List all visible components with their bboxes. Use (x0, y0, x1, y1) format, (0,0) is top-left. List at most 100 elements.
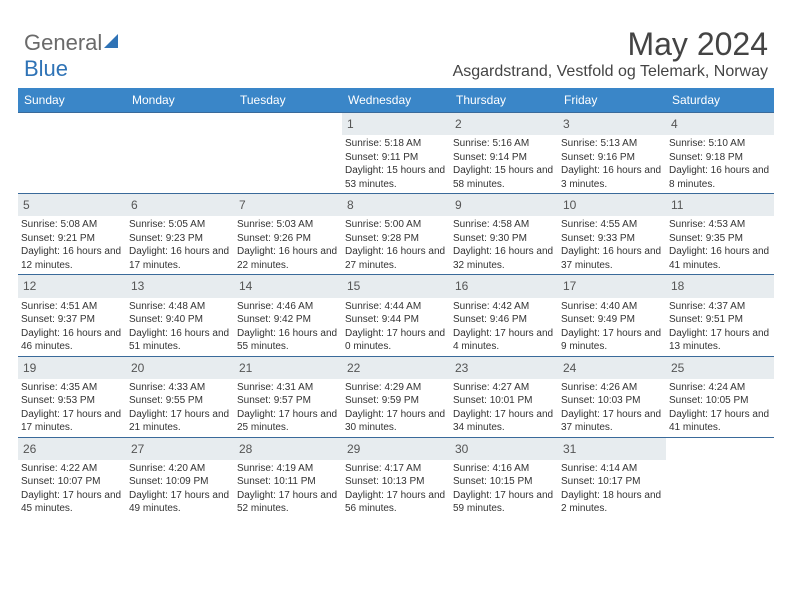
calendar-header-cell: Friday (558, 88, 666, 112)
day-details: Sunrise: 4:35 AMSunset: 9:53 PMDaylight:… (18, 381, 126, 437)
day-number: 16 (450, 275, 558, 297)
location-subtitle: Asgardstrand, Vestfold og Telemark, Norw… (453, 63, 768, 81)
day-details: Sunrise: 4:44 AMSunset: 9:44 PMDaylight:… (342, 300, 450, 356)
calendar-day-cell: 7Sunrise: 5:03 AMSunset: 9:26 PMDaylight… (234, 194, 342, 274)
calendar-day-cell: 28Sunrise: 4:19 AMSunset: 10:11 PMDaylig… (234, 438, 342, 518)
calendar-day-cell: 29Sunrise: 4:17 AMSunset: 10:13 PMDaylig… (342, 438, 450, 518)
logo-text-2: Blue (24, 56, 68, 81)
day-number: 28 (234, 438, 342, 460)
day-details: Sunrise: 5:00 AMSunset: 9:28 PMDaylight:… (342, 218, 450, 274)
calendar-header-row: SundayMondayTuesdayWednesdayThursdayFrid… (18, 88, 774, 112)
day-number: 23 (450, 357, 558, 379)
day-number: 25 (666, 357, 774, 379)
day-details: Sunrise: 4:22 AMSunset: 10:07 PMDaylight… (18, 462, 126, 518)
calendar-day-cell: 11Sunrise: 4:53 AMSunset: 9:35 PMDayligh… (666, 194, 774, 274)
day-details: Sunrise: 5:16 AMSunset: 9:14 PMDaylight:… (450, 137, 558, 193)
calendar-day-cell: 20Sunrise: 4:33 AMSunset: 9:55 PMDayligh… (126, 357, 234, 437)
calendar-day-cell: 6Sunrise: 5:05 AMSunset: 9:23 PMDaylight… (126, 194, 234, 274)
day-number: 19 (18, 357, 126, 379)
day-number: 30 (450, 438, 558, 460)
calendar-day-cell: 24Sunrise: 4:26 AMSunset: 10:03 PMDaylig… (558, 357, 666, 437)
day-details: Sunrise: 4:55 AMSunset: 9:33 PMDaylight:… (558, 218, 666, 274)
day-number: 7 (234, 194, 342, 216)
calendar-day-cell: . (18, 113, 126, 193)
logo-icon (104, 34, 118, 48)
calendar-week-row: 5Sunrise: 5:08 AMSunset: 9:21 PMDaylight… (18, 193, 774, 274)
calendar-week-row: 19Sunrise: 4:35 AMSunset: 9:53 PMDayligh… (18, 356, 774, 437)
day-number: 9 (450, 194, 558, 216)
calendar-day-cell: 21Sunrise: 4:31 AMSunset: 9:57 PMDayligh… (234, 357, 342, 437)
calendar-day-cell: 8Sunrise: 5:00 AMSunset: 9:28 PMDaylight… (342, 194, 450, 274)
calendar-day-cell: 26Sunrise: 4:22 AMSunset: 10:07 PMDaylig… (18, 438, 126, 518)
calendar-header-cell: Thursday (450, 88, 558, 112)
day-details: Sunrise: 4:51 AMSunset: 9:37 PMDaylight:… (18, 300, 126, 356)
calendar-day-cell: . (666, 438, 774, 518)
page-title: May 2024 (627, 26, 768, 63)
day-number: 24 (558, 357, 666, 379)
day-details: Sunrise: 4:40 AMSunset: 9:49 PMDaylight:… (558, 300, 666, 356)
day-details: Sunrise: 4:33 AMSunset: 9:55 PMDaylight:… (126, 381, 234, 437)
day-number: 20 (126, 357, 234, 379)
calendar-day-cell: 5Sunrise: 5:08 AMSunset: 9:21 PMDaylight… (18, 194, 126, 274)
calendar-day-cell: 13Sunrise: 4:48 AMSunset: 9:40 PMDayligh… (126, 275, 234, 355)
day-number: 11 (666, 194, 774, 216)
calendar-day-cell: 22Sunrise: 4:29 AMSunset: 9:59 PMDayligh… (342, 357, 450, 437)
calendar-day-cell: 25Sunrise: 4:24 AMSunset: 10:05 PMDaylig… (666, 357, 774, 437)
calendar-week-row: 12 Sunrise: 4:51 AMSunset: 9:37 PMDayligh… (18, 274, 774, 355)
calendar-day-cell: 14 Sunrise: 4:46 AMSunset: 9:42 PMDayligh… (234, 275, 342, 355)
day-number: 12 (18, 275, 126, 297)
calendar-header-cell: Sunday (18, 88, 126, 112)
calendar-day-cell: 19Sunrise: 4:35 AMSunset: 9:53 PMDayligh… (18, 357, 126, 437)
calendar-day-cell: 3Sunrise: 5:13 AMSunset: 9:16 PMDaylight… (558, 113, 666, 193)
calendar-body: ... 1Sunrise: 5:18 AMSunset: 9:11 PMDayli… (18, 112, 774, 518)
day-number: 22 (342, 357, 450, 379)
day-details: Sunrise: 5:10 AMSunset: 9:18 PMDaylight:… (666, 137, 774, 193)
day-details: Sunrise: 5:13 AMSunset: 9:16 PMDaylight:… (558, 137, 666, 193)
day-number: 5 (18, 194, 126, 216)
calendar-week-row: 26Sunrise: 4:22 AMSunset: 10:07 PMDaylig… (18, 437, 774, 518)
calendar-day-cell: 17 Sunrise: 4:40 AMSunset: 9:49 PMDayligh… (558, 275, 666, 355)
calendar-day-cell: . (126, 113, 234, 193)
calendar-header-cell: Saturday (666, 88, 774, 112)
calendar-day-cell: 27Sunrise: 4:20 AMSunset: 10:09 PMDaylig… (126, 438, 234, 518)
day-details: Sunrise: 4:42 AMSunset: 9:46 PMDaylight:… (450, 300, 558, 356)
calendar-header-cell: Monday (126, 88, 234, 112)
day-details: Sunrise: 4:17 AMSunset: 10:13 PMDaylight… (342, 462, 450, 518)
calendar-day-cell: 4Sunrise: 5:10 AMSunset: 9:18 PMDaylight… (666, 113, 774, 193)
day-number: 3 (558, 113, 666, 135)
day-details: Sunrise: 4:46 AMSunset: 9:42 PMDaylight:… (234, 300, 342, 356)
day-number: 2 (450, 113, 558, 135)
day-details: Sunrise: 5:05 AMSunset: 9:23 PMDaylight:… (126, 218, 234, 274)
day-number: 8 (342, 194, 450, 216)
calendar-day-cell: 1Sunrise: 5:18 AMSunset: 9:11 PMDaylight… (342, 113, 450, 193)
day-number: 1 (342, 113, 450, 135)
logo: General Blue (24, 30, 118, 82)
day-details: Sunrise: 5:18 AMSunset: 9:11 PMDaylight:… (342, 137, 450, 193)
calendar-header-cell: Tuesday (234, 88, 342, 112)
calendar-day-cell: 18Sunrise: 4:37 AMSunset: 9:51 PMDayligh… (666, 275, 774, 355)
day-details: Sunrise: 4:48 AMSunset: 9:40 PMDaylight:… (126, 300, 234, 356)
day-number: 6 (126, 194, 234, 216)
day-number: 27 (126, 438, 234, 460)
day-details: Sunrise: 4:29 AMSunset: 9:59 PMDaylight:… (342, 381, 450, 437)
day-details: Sunrise: 4:20 AMSunset: 10:09 PMDaylight… (126, 462, 234, 518)
calendar-day-cell: 9Sunrise: 4:58 AMSunset: 9:30 PMDaylight… (450, 194, 558, 274)
day-details: Sunrise: 4:26 AMSunset: 10:03 PMDaylight… (558, 381, 666, 437)
calendar-week-row: ...1Sunrise: 5:18 AMSunset: 9:11 PMDayli… (18, 112, 774, 193)
day-number: 14 (234, 275, 342, 297)
day-number: 21 (234, 357, 342, 379)
day-number: 4 (666, 113, 774, 135)
day-number: 18 (666, 275, 774, 297)
day-number: 17 (558, 275, 666, 297)
day-number: 31 (558, 438, 666, 460)
day-details: Sunrise: 5:08 AMSunset: 9:21 PMDaylight:… (18, 218, 126, 274)
day-number: 10 (558, 194, 666, 216)
day-details: Sunrise: 4:14 AMSunset: 10:17 PMDaylight… (558, 462, 666, 518)
calendar: SundayMondayTuesdayWednesdayThursdayFrid… (18, 88, 774, 518)
day-details: Sunrise: 4:53 AMSunset: 9:35 PMDaylight:… (666, 218, 774, 274)
day-number: 15 (342, 275, 450, 297)
calendar-header-cell: Wednesday (342, 88, 450, 112)
day-details: Sunrise: 4:31 AMSunset: 9:57 PMDaylight:… (234, 381, 342, 437)
day-details: Sunrise: 4:24 AMSunset: 10:05 PMDaylight… (666, 381, 774, 437)
calendar-day-cell: 23Sunrise: 4:27 AMSunset: 10:01 PMDaylig… (450, 357, 558, 437)
